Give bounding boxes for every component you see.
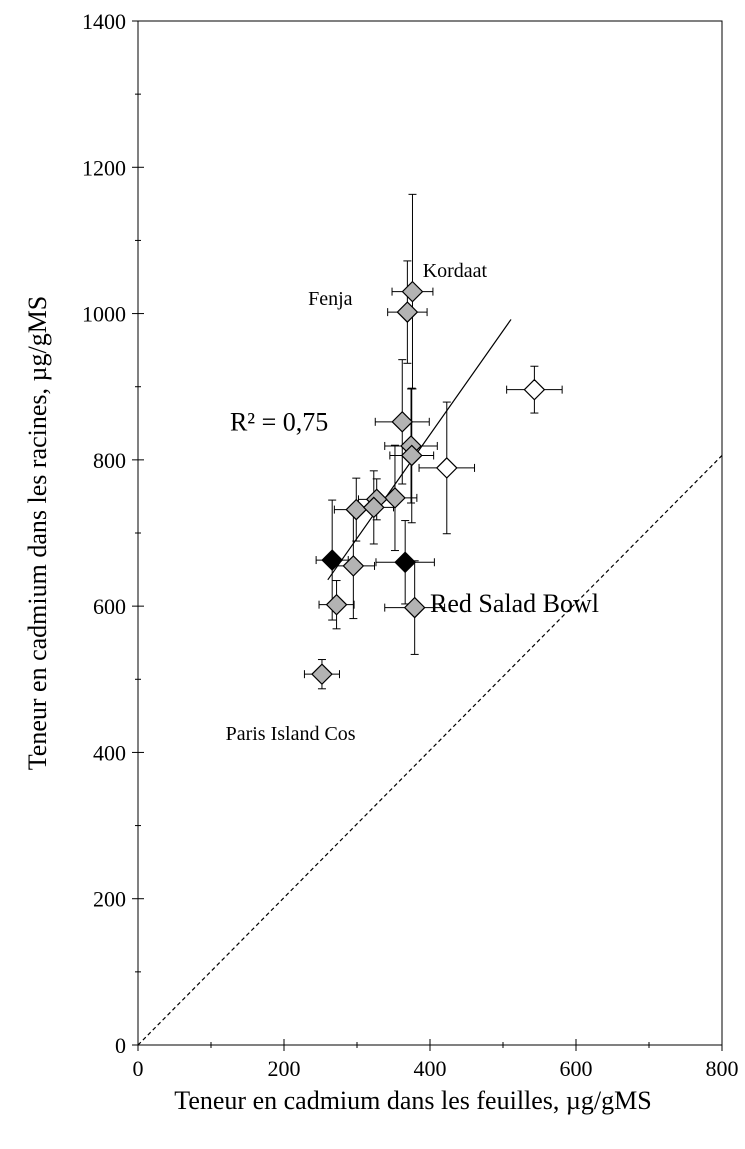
x-tick-label: 600: [560, 1056, 593, 1081]
y-tick-label: 0: [115, 1033, 126, 1058]
x-tick-label: 800: [706, 1056, 739, 1081]
data-point: [435, 457, 458, 479]
data-point: [391, 410, 414, 433]
data-point: [523, 378, 546, 401]
regression-line: [327, 319, 512, 581]
x-tick-label: 200: [268, 1056, 301, 1081]
data-point: [345, 498, 368, 521]
variety-label: Kordaat: [423, 260, 488, 282]
data-point: [394, 551, 417, 574]
y-tick-label: 200: [93, 887, 126, 912]
data-point: [396, 301, 419, 323]
data-point: [400, 444, 423, 467]
variety-label: Paris Island Cos: [226, 723, 356, 745]
data-point: [403, 596, 426, 619]
y-tick-label: 400: [93, 740, 126, 765]
y-axis-title: Teneur en cadmium dans les racines, µg/g…: [23, 296, 52, 771]
data-point: [321, 549, 344, 571]
data-point: [384, 487, 406, 509]
x-axis-title: Teneur en cadmium dans les feuilles, µg/…: [174, 1086, 651, 1115]
r-squared-label: R² = 0,75: [230, 408, 328, 437]
x-tick-label: 0: [133, 1056, 144, 1081]
y-tick-label: 1400: [82, 9, 126, 34]
data-point: [362, 496, 385, 519]
plot-area: [137, 20, 723, 1046]
y-tick-label: 600: [93, 594, 126, 619]
data-point: [311, 663, 333, 686]
variety-label: Fenja: [308, 288, 353, 310]
data-point: [342, 555, 365, 577]
data-point: [325, 593, 348, 616]
data-point: [401, 280, 424, 303]
y-tick-label: 800: [93, 448, 126, 473]
y-tick-label: 1000: [82, 302, 126, 327]
y-tick-label: 1200: [82, 155, 126, 180]
reference-line: [137, 455, 723, 1046]
x-tick-label: 400: [414, 1056, 447, 1081]
r-squared-label: Red Salad Bowl: [430, 589, 599, 618]
